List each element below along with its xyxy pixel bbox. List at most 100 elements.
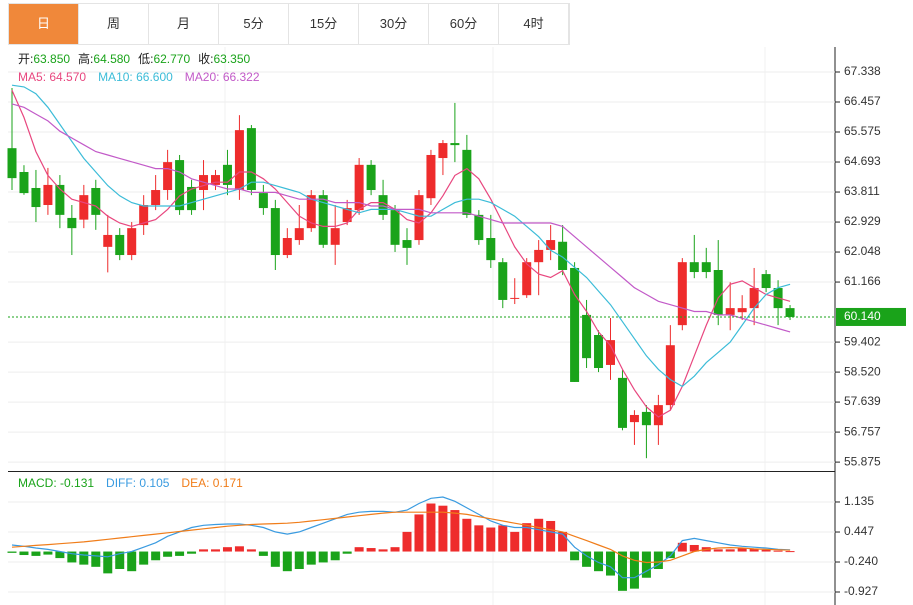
candle-body [558,241,568,271]
candle-body [713,270,723,315]
candle-body [354,164,364,211]
macd-bar [689,544,699,552]
macd-bar [222,547,232,552]
y-tick-label: 66.457 [844,94,881,108]
macd-bar [414,514,424,552]
macd-bar [103,551,113,574]
macd-bar [354,547,364,552]
macd-bar [43,551,53,555]
macd-bar [522,523,532,552]
info-value: 63.850 [33,52,70,66]
y-tick-label: 62.048 [844,244,881,258]
macd-bar [342,551,352,554]
macd-line [11,511,791,564]
macd-bar [510,531,520,552]
candle-body [689,262,699,273]
candle-body [187,186,197,211]
macd-bar [761,549,771,552]
candle-body [606,340,615,365]
macd-bar [426,503,436,552]
candle-body [103,234,113,247]
candle-body [450,143,460,146]
macd-bar [330,551,340,561]
y-tick-label: 67.338 [844,64,881,78]
candle-body [510,297,520,299]
y-tick-label: 0.447 [844,524,874,538]
period-tab[interactable]: 月 [149,4,219,44]
candle-body [641,411,651,426]
info-label: 开: [18,52,33,66]
macd-bar [570,551,580,561]
candle-body [163,162,173,191]
legend-entry: DEA: 0.171 [181,476,243,490]
y-tick-label: 64.693 [844,154,881,168]
period-tab[interactable]: 30分 [359,4,429,44]
candle-body [617,377,627,428]
y-tick-label: 56.757 [844,424,881,438]
legend-entry: MACD: -0.131 [18,476,94,490]
macd-bar [582,551,592,567]
period-tab[interactable]: 15分 [289,4,359,44]
y-tick-label: 65.575 [844,124,881,138]
macd-bar [641,551,651,578]
candle-body [151,190,161,206]
y-tick-label: 58.520 [844,364,881,378]
legend-value: 66.322 [223,70,260,84]
candle-body [282,238,292,256]
macd-bar [450,510,460,552]
ma-line [11,84,791,388]
ohlc-info: 开:63.850 高:64.580 低:62.770 收:63.350 [18,51,251,66]
y-tick-label: 63.811 [844,184,880,198]
period-tab[interactable]: 4时 [499,4,569,44]
legend-entry: MA5: 64.570 [18,70,86,84]
candle-body [570,267,580,382]
macd-bar [773,550,783,552]
candle-body [629,414,639,423]
candle-body [665,345,675,406]
candle-body [127,228,137,256]
candle-body [234,130,244,191]
candle-body [402,240,412,248]
candle-body [91,187,101,215]
candle-body [677,262,687,326]
macd-bar [115,551,125,570]
macd-bar [737,548,747,552]
candle-body [19,171,29,194]
macd-bar [175,551,185,556]
candle-body [761,274,771,289]
macd-bar [498,525,508,552]
macd-bar [318,551,328,563]
candle-body [31,187,41,208]
info-value: 62.770 [153,52,190,66]
y-tick-label: 57.639 [844,394,881,408]
info-label: 高: [78,51,93,66]
macd-bar [7,551,17,553]
candle-body [725,308,735,315]
period-tab[interactable]: 日 [9,4,79,44]
period-tab[interactable]: 5分 [219,4,289,44]
macd-bar [402,531,412,552]
macd-line [11,496,791,579]
period-tab[interactable]: 周 [79,4,149,44]
candle-body [258,193,268,209]
legend-entry: MA20: 66.322 [185,70,260,84]
legend-name: MACD [18,476,54,490]
macd-bar [749,548,759,552]
macd-bar [19,551,29,556]
info-value: 63.350 [213,52,250,66]
macd-bar [606,551,615,576]
macd-bar [390,547,400,552]
legend-value: 0.171 [213,476,243,490]
period-tab[interactable]: 60分 [429,4,499,44]
legend-name: MA10 [98,70,130,84]
macd-bar [210,549,220,552]
legend-value: -0.131 [60,476,94,490]
macd-bar [282,551,292,572]
macd-bar [785,551,795,553]
candle-body [306,195,316,229]
macd-bar [629,551,639,589]
macd-bar [55,551,65,559]
candle-body [330,228,340,245]
y-tick-label: 55.875 [844,454,881,468]
